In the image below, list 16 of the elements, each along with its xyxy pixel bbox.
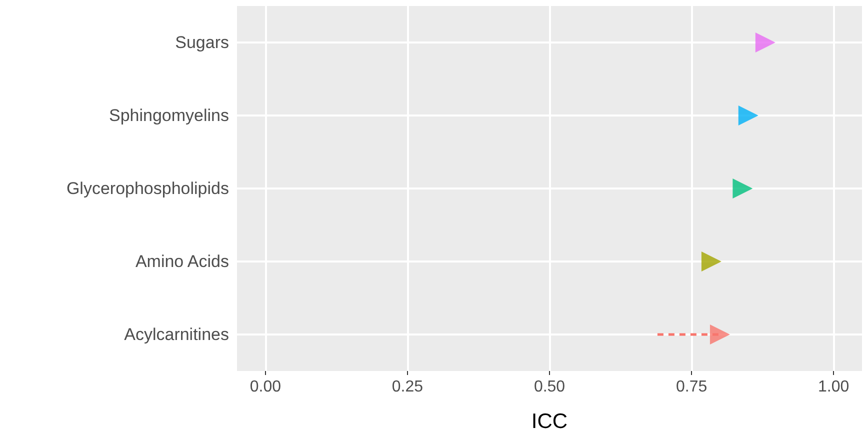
point [738, 106, 758, 126]
x-tick-label: 1.00 [818, 378, 850, 396]
y-tick-label: Sphingomyelins [108, 106, 229, 125]
x-axis-title: ICC [531, 410, 568, 433]
x-tick-label: 0.75 [676, 378, 708, 396]
y-tick-label: Amino Acids [135, 252, 229, 271]
x-tick-label: 0.00 [250, 378, 282, 396]
x-tick-label: 0.50 [534, 378, 566, 396]
point [732, 178, 753, 198]
point [710, 324, 730, 344]
y-tick-label: Glycerophospholipids [66, 179, 229, 198]
x-tick-label: 0.25 [392, 378, 424, 396]
y-tick-label: Acylcarnitines [124, 325, 229, 344]
point [755, 32, 776, 52]
y-tick-label: Sugars [175, 33, 229, 52]
point [701, 252, 722, 272]
